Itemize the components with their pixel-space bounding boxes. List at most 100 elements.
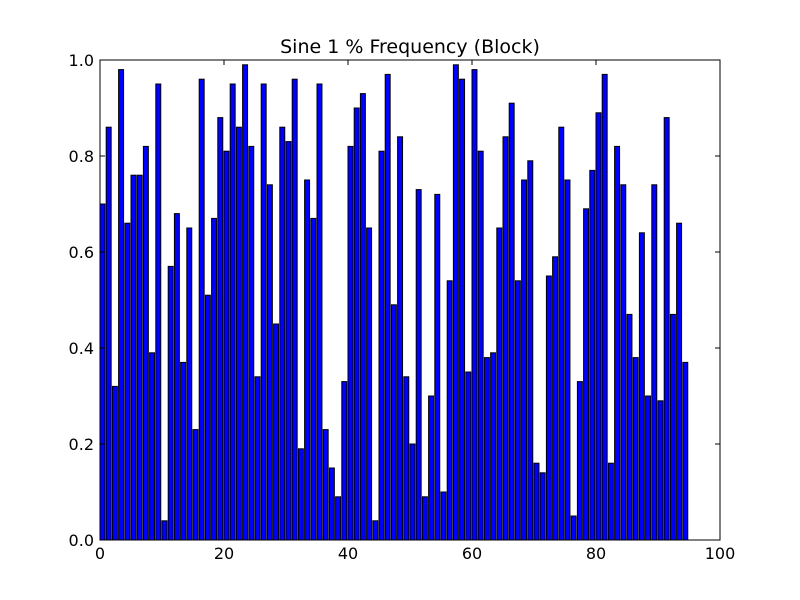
bar-25 <box>254 376 261 541</box>
bar-21 <box>229 83 236 541</box>
bar-61 <box>477 150 484 541</box>
bar-38 <box>335 496 342 541</box>
bar-44 <box>372 520 379 541</box>
bar-77 <box>576 381 583 541</box>
bar-28 <box>273 323 280 541</box>
bar-74 <box>558 126 565 541</box>
bar-6 <box>136 174 143 541</box>
bar-84 <box>620 184 627 541</box>
bar-58 <box>459 78 466 541</box>
bar-26 <box>260 83 267 541</box>
bar-40 <box>347 145 354 541</box>
bar-64 <box>496 227 503 541</box>
bar-41 <box>353 107 360 541</box>
bar-93 <box>676 222 683 541</box>
plot-frame <box>99 59 721 541</box>
bar-45 <box>378 150 385 541</box>
bar-10 <box>161 520 168 541</box>
bar-14 <box>186 227 193 541</box>
bar-46 <box>384 73 391 541</box>
y-tick-label-0.0: 0.0 <box>69 531 94 550</box>
bar-0 <box>99 203 106 541</box>
bar-1 <box>105 126 112 541</box>
y-tick-label-1.0: 1.0 <box>69 51 94 70</box>
bar-51 <box>415 189 422 541</box>
bar-79 <box>589 169 596 541</box>
bar-7 <box>142 145 149 541</box>
bar-19 <box>217 117 224 541</box>
bar-48 <box>397 136 404 541</box>
bar-88 <box>645 395 652 541</box>
bar-76 <box>570 515 577 541</box>
bar-59 <box>465 371 472 541</box>
bar-12 <box>173 213 180 541</box>
bar-53 <box>428 395 435 541</box>
bar-82 <box>607 462 614 541</box>
bar-56 <box>446 280 453 541</box>
chart-title: Sine 1 % Frequency (Block) <box>280 36 540 58</box>
bar-83 <box>614 145 621 541</box>
bar-89 <box>651 184 658 541</box>
bar-30 <box>285 141 292 541</box>
bar-73 <box>552 256 559 541</box>
bar-18 <box>211 217 218 541</box>
bar-65 <box>502 136 509 541</box>
bar-52 <box>421 496 428 541</box>
x-tick-label-60: 60 <box>462 544 482 563</box>
bar-85 <box>626 313 633 541</box>
bar-36 <box>322 429 329 541</box>
bar-80 <box>595 112 602 541</box>
bar-71 <box>539 472 546 541</box>
bar-72 <box>545 275 552 541</box>
y-tick-label-0.2: 0.2 <box>69 435 94 454</box>
bar-94 <box>682 361 689 541</box>
bar-43 <box>366 227 373 541</box>
bar-49 <box>403 376 410 541</box>
bar-2 <box>111 385 118 541</box>
bar-69 <box>527 160 534 541</box>
x-tick-label-40: 40 <box>338 544 358 563</box>
bar-24 <box>248 145 255 541</box>
bar-87 <box>638 232 645 541</box>
bar-3 <box>118 69 125 541</box>
bar-34 <box>310 217 317 541</box>
bar-60 <box>471 69 478 541</box>
bar-81 <box>601 73 608 541</box>
bar-8 <box>149 352 156 541</box>
bar-54 <box>434 193 441 541</box>
bar-70 <box>533 462 540 541</box>
bar-78 <box>583 208 590 541</box>
bar-17 <box>204 294 211 541</box>
bar-4 <box>124 222 131 541</box>
bar-67 <box>514 280 521 541</box>
bar-33 <box>304 179 311 541</box>
bar-11 <box>167 265 174 541</box>
x-tick-label-80: 80 <box>586 544 606 563</box>
bar-57 <box>452 64 459 541</box>
bar-16 <box>198 78 205 541</box>
bar-35 <box>316 83 323 541</box>
y-tick-label-0.6: 0.6 <box>69 243 94 262</box>
bar-66 <box>508 102 515 541</box>
bar-27 <box>266 184 273 541</box>
bar-75 <box>564 179 571 541</box>
bar-50 <box>409 443 416 541</box>
bar-92 <box>669 313 676 541</box>
x-tick-label-0: 0 <box>95 544 105 563</box>
tick-labels-group: 0 20 40 60 80 100 0.0 0.2 0.4 0.6 0.8 1.0 <box>69 51 736 563</box>
bar-37 <box>328 467 335 541</box>
bar-90 <box>657 400 664 541</box>
bar-29 <box>279 126 286 541</box>
bar-9 <box>155 83 162 541</box>
bar-91 <box>663 117 670 541</box>
bar-23 <box>242 64 249 541</box>
bar-47 <box>390 304 397 541</box>
bar-63 <box>490 352 497 541</box>
bar-55 <box>440 491 447 541</box>
bar-31 <box>291 78 298 541</box>
bar-62 <box>483 357 490 541</box>
bar-68 <box>521 179 528 541</box>
y-tick-label-0.8: 0.8 <box>69 147 94 166</box>
x-tick-label-20: 20 <box>214 544 234 563</box>
